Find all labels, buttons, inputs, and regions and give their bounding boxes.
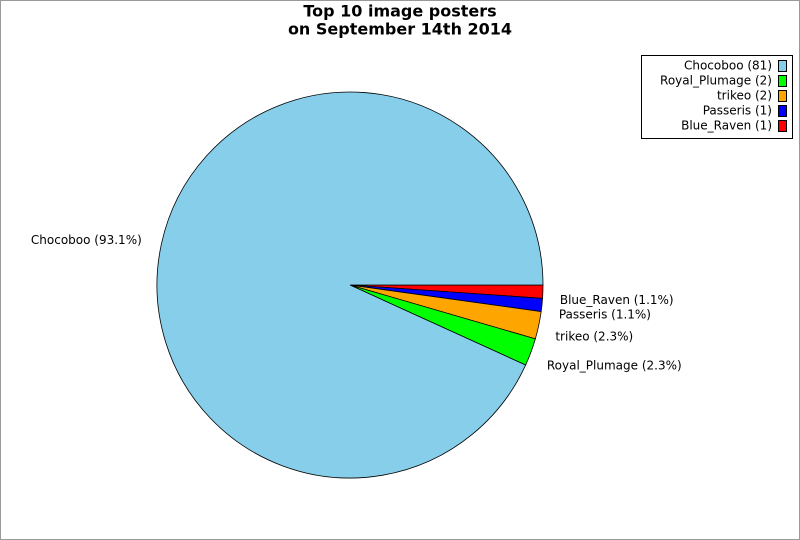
legend-label: Passeris (1) <box>703 104 772 118</box>
slice-label: Passeris (1.1%) <box>559 307 651 321</box>
slice-label: Chocoboo (93.1%) <box>31 233 142 247</box>
legend-swatch <box>778 90 787 102</box>
slice-label: Royal_Plumage (2.3%) <box>547 359 682 373</box>
legend-label: Chocoboo (81) <box>684 59 772 73</box>
legend-label: Royal_Plumage (2) <box>660 74 772 88</box>
pie-slice <box>156 91 544 479</box>
legend-label: Blue_Raven (1) <box>681 119 772 133</box>
legend-swatch <box>778 60 787 72</box>
chart-title: Top 10 image posters <box>303 2 496 21</box>
legend-box <box>641 55 793 139</box>
legend-swatch <box>778 105 787 117</box>
chart-title: on September 14th 2014 <box>288 20 512 39</box>
slice-label: Blue_Raven (1.1%) <box>560 293 674 307</box>
legend-swatch <box>778 120 787 132</box>
slice-label: trikeo (2.3%) <box>555 329 633 343</box>
legend-swatch <box>778 75 787 87</box>
legend-label: trikeo (2) <box>717 89 772 103</box>
